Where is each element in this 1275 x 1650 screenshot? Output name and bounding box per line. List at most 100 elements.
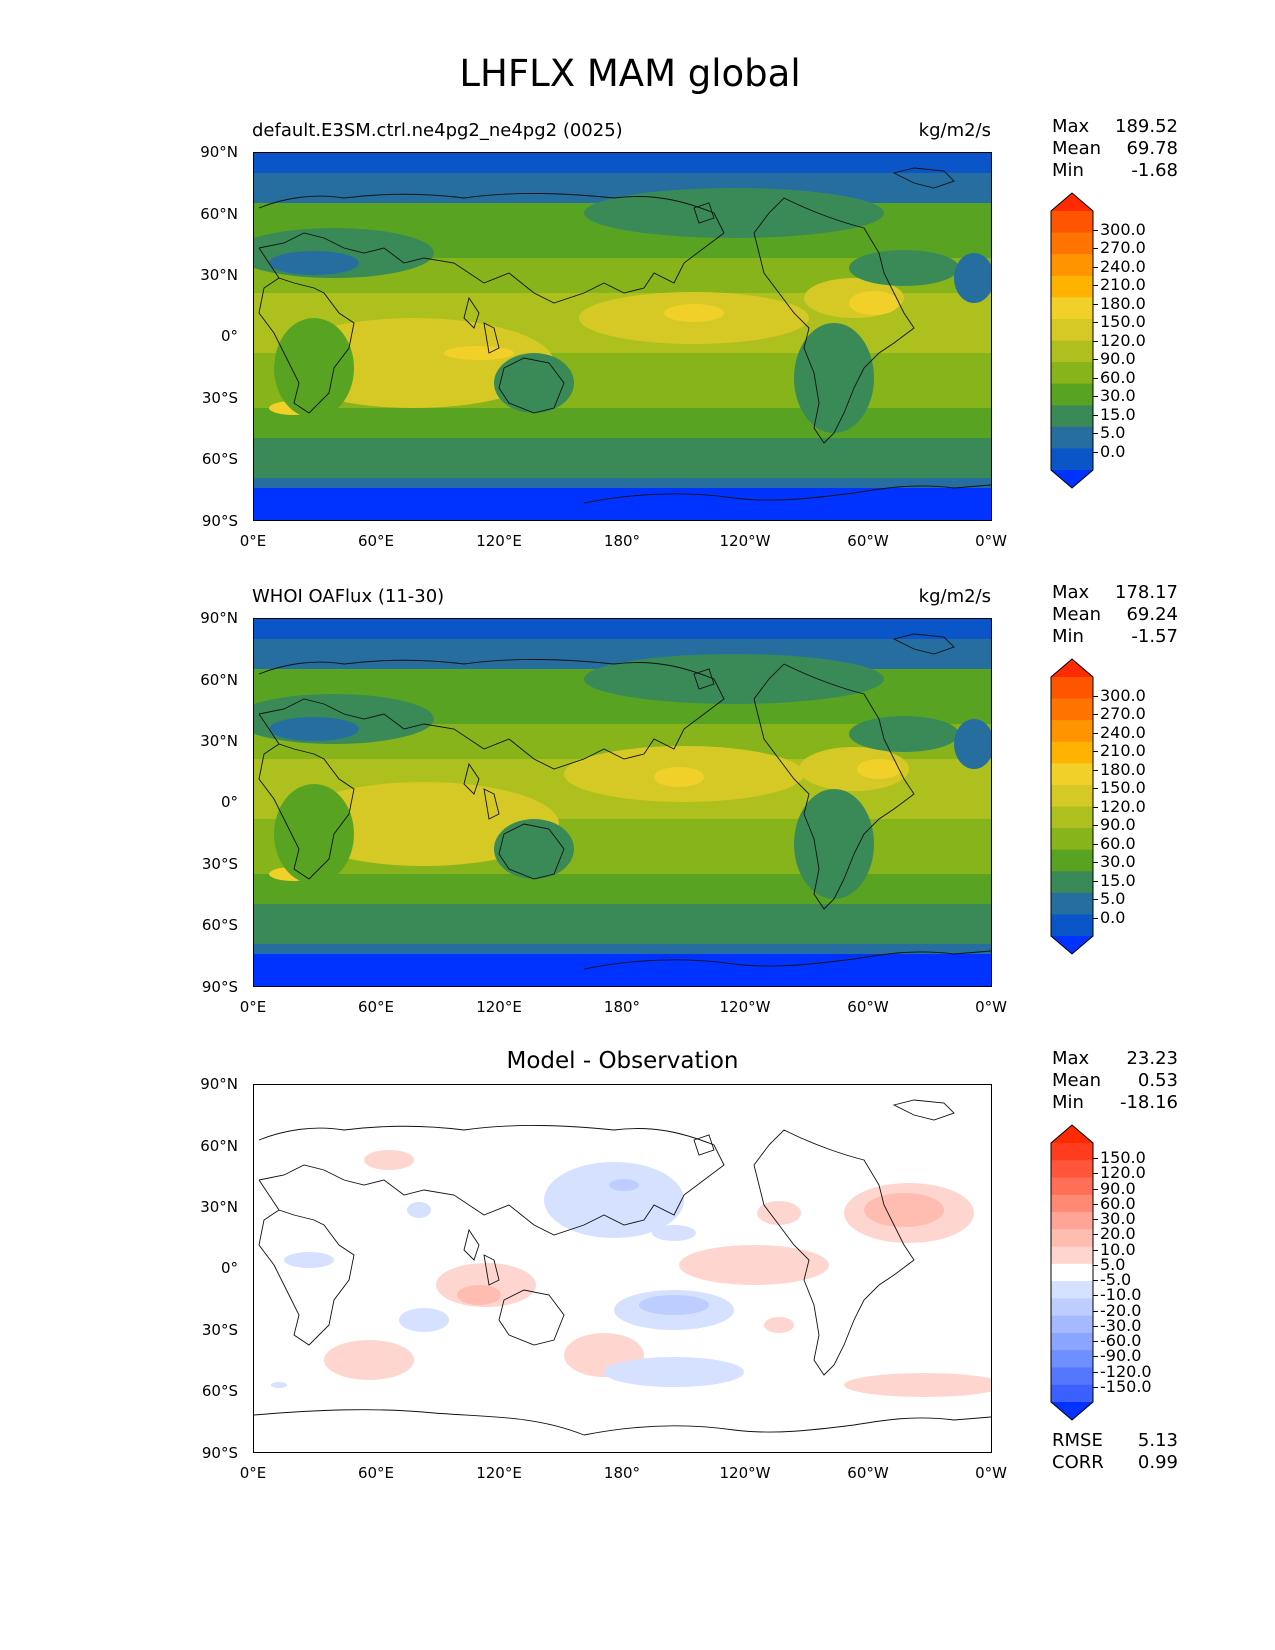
colorbar-tick-mark <box>1093 1310 1098 1312</box>
panel2-lon-tick: 0°W <box>975 998 1007 1016</box>
colorbar-tick-label: -5.0 <box>1100 1270 1132 1290</box>
panel3-lat-tick: 90°N <box>200 1075 238 1093</box>
panel2-lon-tick: 120°W <box>719 998 771 1016</box>
colorbar-segment <box>1051 849 1093 872</box>
colorbar-tick-label: 120.0 <box>1100 796 1146 816</box>
colorbar-segment <box>1051 828 1093 851</box>
panel1-stats: Max 189.52 Mean 69.78 Min -1.68 <box>1052 116 1178 182</box>
colorbar-tick-label: 180.0 <box>1100 293 1146 313</box>
colorbar-segment <box>1051 318 1093 341</box>
panel1-lon-tick: 0°W <box>975 532 1007 550</box>
colorbar-tick-label: 90.0 <box>1100 815 1136 834</box>
panel2-map <box>253 618 992 987</box>
colorbar-tick-label: 5.0 <box>1100 423 1126 442</box>
colorbar-tick-mark <box>1093 285 1098 286</box>
colorbar-tick-label: 30.0 <box>1100 1209 1136 1229</box>
panel3-lon-tick: 60°E <box>357 1464 395 1482</box>
stat-label: Mean <box>1052 1070 1102 1091</box>
colorbar-tick-label: -30.0 <box>1100 1315 1142 1335</box>
colorbar-segment <box>1051 340 1093 363</box>
colorbar-tick-mark <box>1093 248 1098 249</box>
colorbar-segment <box>1051 914 1093 937</box>
figure-title: LHFLX MAM global <box>459 52 801 95</box>
colorbar-tick-label: -90.0 <box>1100 1346 1142 1366</box>
colorbar-graphic <box>1050 658 1094 955</box>
colorbar-tick-mark <box>1093 769 1098 771</box>
colorbar-segment <box>1051 448 1093 471</box>
panel1-coastlines <box>258 167 991 504</box>
colorbar-tick-label: 150.0 <box>1100 312 1146 331</box>
colorbar-segment <box>1051 1298 1093 1317</box>
panel3-lon-tick: 180° <box>603 1464 641 1482</box>
colorbar-tick-label: -120.0 <box>1100 1361 1152 1381</box>
colorbar-tick-mark <box>1093 340 1098 342</box>
panel1-lon-tick: 60°W <box>847 532 889 550</box>
colorbar-tick-mark <box>1093 1386 1098 1388</box>
stat-value: -1.57 <box>1131 626 1178 647</box>
colorbar-tick-mark <box>1093 1264 1098 1266</box>
colorbar-tick-label: 270.0 <box>1100 704 1146 723</box>
colorbar-tick-mark <box>1093 1173 1098 1175</box>
stat-label: Min <box>1052 160 1084 181</box>
metric-label: CORR <box>1052 1452 1104 1473</box>
panel2-lat-tick: 90°S <box>201 978 238 996</box>
panel1-lon-tick: 120°E <box>476 532 522 550</box>
colorbar-segment <box>1051 741 1093 764</box>
colorbar-tick-label: 5.0 <box>1100 1254 1126 1274</box>
colorbar-tick-mark <box>1093 880 1098 882</box>
stat-label: Mean <box>1052 604 1102 625</box>
colorbar-segment <box>1051 1367 1093 1386</box>
colorbar-tick-mark <box>1093 433 1098 434</box>
panel3-lon-tick: 0°W <box>975 1464 1007 1482</box>
panel1-lon-tick: 0°E <box>239 532 267 550</box>
panel3-lat-tick: 60°N <box>200 1137 238 1155</box>
colorbar-tick-label: 120.0 <box>1100 330 1146 350</box>
panel2-lat-tick: 90°N <box>200 609 238 627</box>
panel3-lat-tick: 30°N <box>200 1198 238 1216</box>
colorbar-tick-mark <box>1093 229 1098 231</box>
colorbar-tick-mark <box>1093 414 1098 416</box>
panel2-units: kg/m2/s <box>918 586 991 607</box>
colorbar-tick-label: 300.0 <box>1100 685 1146 705</box>
colorbar-tick-mark <box>1093 1203 1098 1205</box>
colorbar-tick-mark <box>1093 751 1098 752</box>
colorbar-segment <box>1051 362 1093 385</box>
stat-label: Min <box>1052 1092 1084 1113</box>
panel1-map <box>253 152 992 521</box>
panel3-map <box>253 1084 992 1453</box>
colorbar-segment <box>1051 275 1093 298</box>
colorbar-segment <box>1051 232 1093 255</box>
colorbar-tick-mark <box>1093 266 1098 268</box>
stat-value: 23.23 <box>1126 1048 1178 1069</box>
colorbar-tick-label: 10.0 <box>1100 1239 1136 1259</box>
panel1-lat-tick: 90°N <box>200 143 238 161</box>
panel1-lat-tick: 30°N <box>200 266 238 284</box>
colorbar-segment <box>1051 1194 1093 1213</box>
panel2-lon-tick: 0°E <box>239 998 267 1016</box>
colorbar-tick-mark <box>1093 359 1098 360</box>
stat-value: 189.52 <box>1115 116 1178 137</box>
colorbar-segment <box>1051 405 1093 428</box>
colorbar-tick-label: 5.0 <box>1100 889 1126 908</box>
stat-label: Max <box>1052 582 1090 603</box>
metric-label: RMSE <box>1052 1430 1103 1451</box>
colorbar-tick-mark <box>1093 714 1098 715</box>
stat-label: Max <box>1052 116 1090 137</box>
colorbar-segment <box>1051 763 1093 786</box>
stat-label: Min <box>1052 626 1084 647</box>
colorbar-segment <box>1051 1160 1093 1179</box>
colorbar-tick-mark <box>1093 1295 1098 1297</box>
colorbar-segment <box>1051 254 1093 277</box>
colorbar-tick-mark <box>1093 1341 1098 1343</box>
colorbar-graphic <box>1050 1124 1094 1421</box>
colorbar-segment <box>1051 871 1093 894</box>
colorbar-segment <box>1051 784 1093 807</box>
stat-value: 69.78 <box>1126 138 1178 159</box>
colorbar-segment <box>1051 1281 1093 1299</box>
colorbar-segment <box>1051 806 1093 829</box>
colorbar-extend-min <box>1051 1402 1093 1420</box>
panel3-lat-tick: 0° <box>220 1259 238 1277</box>
colorbar-segment <box>1051 1212 1093 1230</box>
colorbar-tick-label: -10.0 <box>1100 1285 1142 1305</box>
colorbar-tick-label: 15.0 <box>1100 870 1136 890</box>
